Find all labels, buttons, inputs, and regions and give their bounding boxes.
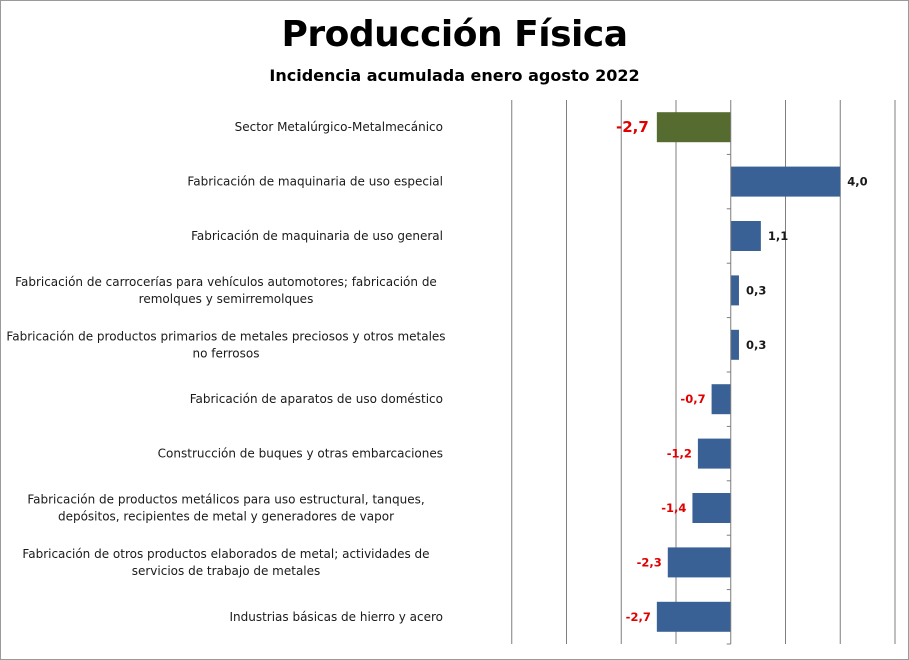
value-label: 0,3 <box>746 338 766 352</box>
bar-total <box>656 112 731 143</box>
value-label: 0,3 <box>746 283 766 297</box>
chart-title: Producción Física <box>281 14 628 55</box>
bar <box>656 601 731 632</box>
chart-subtitle: Incidencia acumulada enero agosto 2022 <box>269 66 640 85</box>
value-label: -1,2 <box>667 447 692 461</box>
bar <box>711 384 731 415</box>
value-labels: -2,7 4,0 1,1 0,3 0,3 -0,7 -1,2 -1,4 -2,3 -2,7 <box>616 118 868 624</box>
category-label: Fabricación de aparatos de uso doméstico <box>190 392 443 406</box>
category-label: Construcción de buques y otras embarcaci… <box>158 447 443 461</box>
bar <box>697 438 731 469</box>
value-label: 1,1 <box>768 229 788 243</box>
value-label: -1,4 <box>661 501 686 515</box>
value-label: -2,7 <box>616 118 649 136</box>
category-label: Fabricación de maquinaria de uso especia… <box>187 175 443 189</box>
bar <box>730 329 739 360</box>
bar <box>730 275 739 306</box>
value-label: 4,0 <box>847 175 867 189</box>
bar <box>730 166 841 197</box>
category-label: Fabricación de productos metálicos para … <box>27 493 424 524</box>
value-label: -0,7 <box>680 392 705 406</box>
bar <box>667 547 731 578</box>
value-label: -2,7 <box>626 610 651 624</box>
axis-ticks <box>726 153 731 645</box>
category-labels: Sector Metalúrgico-Metalmecánico Fabricac… <box>6 120 445 624</box>
bar <box>692 493 731 523</box>
bar <box>730 221 761 251</box>
category-label: Industrias básicas de hierro y acero <box>229 610 443 624</box>
category-label: Fabricación de productos primarios de me… <box>6 329 445 360</box>
bars <box>656 112 841 632</box>
category-label: Fabricación de carrocerías para vehículo… <box>15 275 437 306</box>
category-label: Fabricación de maquinaria de uso general <box>191 229 443 243</box>
category-label: Fabricación de otros productos elaborado… <box>22 547 429 578</box>
category-label: Sector Metalúrgico-Metalmecánico <box>235 120 443 134</box>
value-label: -2,3 <box>637 555 662 569</box>
